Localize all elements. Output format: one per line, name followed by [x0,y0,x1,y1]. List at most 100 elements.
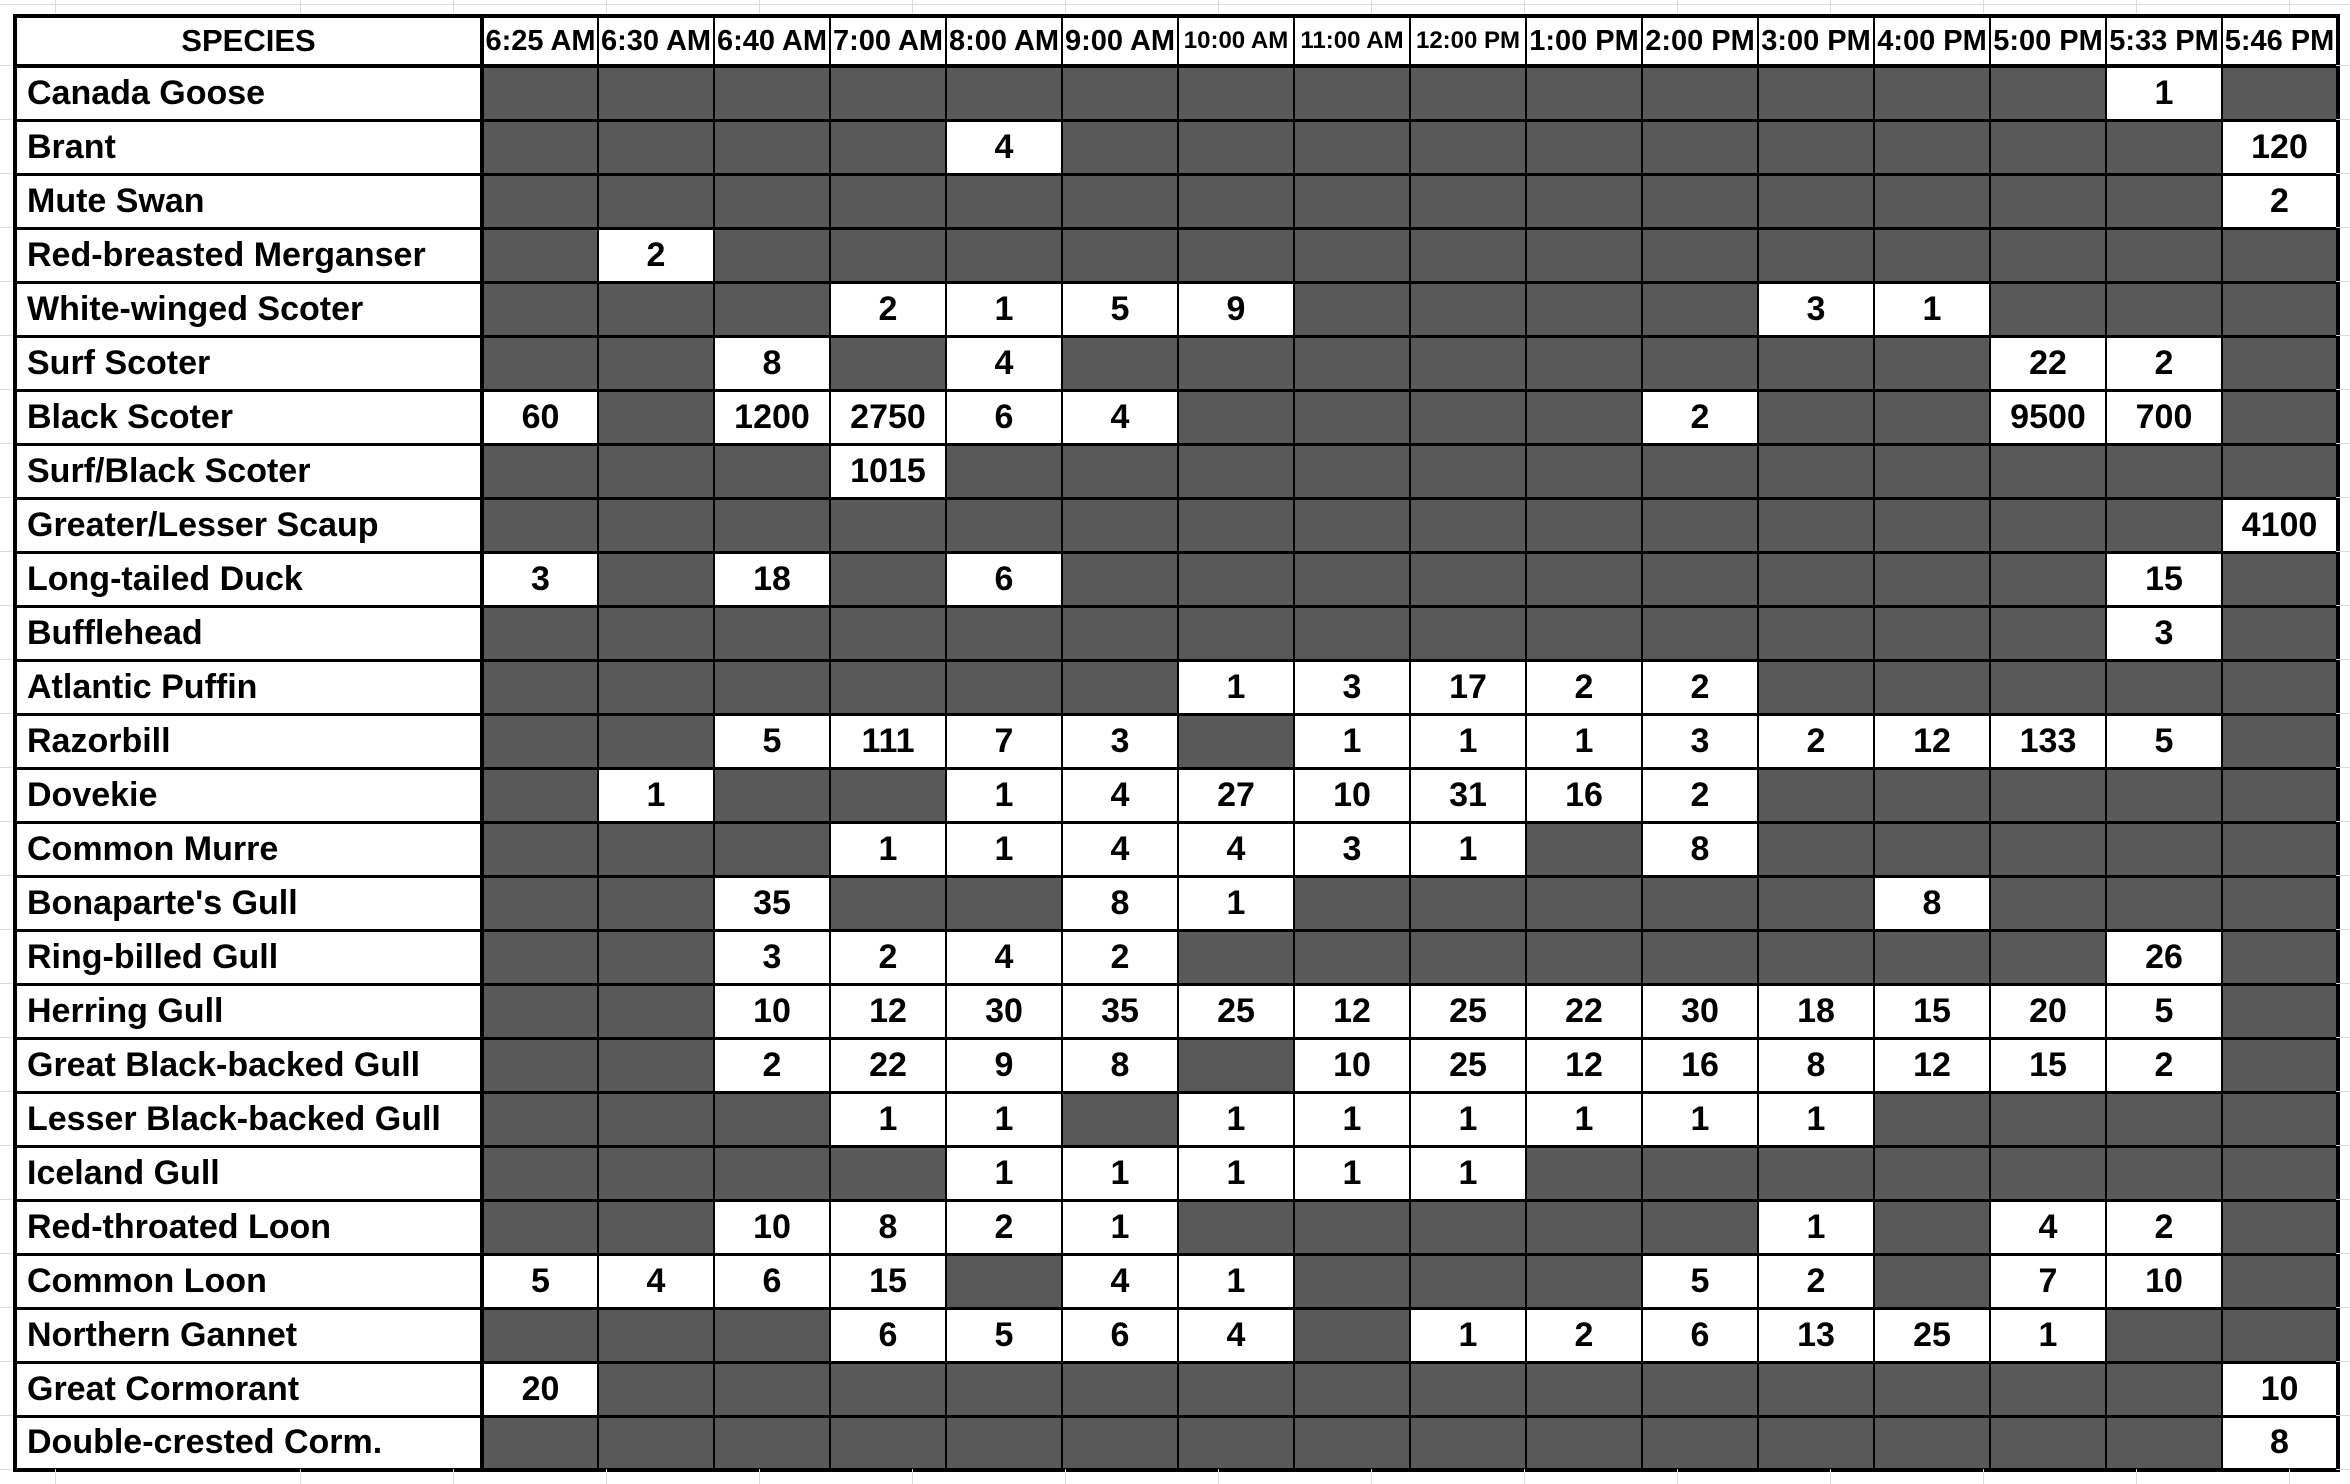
empty-cell[interactable] [1641,442,1759,500]
time-column-header[interactable]: 6:30 AM [597,14,715,68]
time-column-header[interactable]: 11:00 AM [1293,14,1411,68]
empty-cell[interactable] [829,658,947,716]
count-cell[interactable]: 1 [1177,1090,1295,1148]
empty-cell[interactable] [713,1144,831,1202]
empty-cell[interactable] [1525,226,1643,284]
count-cell[interactable]: 1 [1177,874,1295,932]
count-cell[interactable]: 8 [2221,1414,2339,1472]
count-cell[interactable]: 7 [945,712,1063,770]
empty-cell[interactable] [1061,442,1179,500]
empty-cell[interactable] [1525,172,1643,230]
empty-cell[interactable] [1409,442,1527,500]
empty-cell[interactable] [597,496,715,554]
count-cell[interactable]: 1 [1293,1144,1411,1202]
count-cell[interactable]: 4 [1061,766,1179,824]
count-cell[interactable]: 4 [1061,820,1179,878]
count-cell[interactable]: 2 [945,1198,1063,1256]
empty-cell[interactable] [1873,1252,1991,1310]
empty-cell[interactable] [1061,1090,1179,1148]
empty-cell[interactable] [1293,118,1411,176]
count-cell[interactable]: 10 [2105,1252,2223,1310]
time-column-header[interactable]: 6:40 AM [713,14,831,68]
empty-cell[interactable] [2105,118,2223,176]
empty-cell[interactable] [481,658,599,716]
empty-cell[interactable] [2105,1306,2223,1364]
count-cell[interactable]: 5 [1641,1252,1759,1310]
count-cell[interactable]: 6 [1061,1306,1179,1364]
count-cell[interactable]: 6 [1641,1306,1759,1364]
empty-cell[interactable] [1989,658,2107,716]
count-cell[interactable]: 4 [1061,388,1179,446]
count-cell[interactable]: 26 [2105,928,2223,986]
count-cell[interactable]: 1015 [829,442,947,500]
empty-cell[interactable] [1177,550,1295,608]
count-cell[interactable]: 30 [945,982,1063,1040]
empty-cell[interactable] [945,1360,1063,1418]
count-cell[interactable]: 6 [945,388,1063,446]
count-cell[interactable]: 10 [1293,766,1411,824]
empty-cell[interactable] [1641,604,1759,662]
empty-cell[interactable] [1641,1360,1759,1418]
empty-cell[interactable] [597,820,715,878]
empty-cell[interactable] [829,1414,947,1472]
time-column-header[interactable]: 5:46 PM [2221,14,2339,68]
species-name-cell[interactable]: Surf/Black Scoter [14,442,484,500]
empty-cell[interactable] [1177,118,1295,176]
count-cell[interactable]: 35 [1061,982,1179,1040]
count-cell[interactable]: 3 [713,928,831,986]
time-column-header[interactable]: 5:33 PM [2105,14,2223,68]
empty-cell[interactable] [713,226,831,284]
count-cell[interactable]: 6 [829,1306,947,1364]
empty-cell[interactable] [1757,442,1875,500]
count-cell[interactable]: 16 [1641,1036,1759,1094]
empty-cell[interactable] [2221,766,2339,824]
count-cell[interactable]: 2 [2105,1198,2223,1256]
empty-cell[interactable] [597,1198,715,1256]
empty-cell[interactable] [2221,874,2339,932]
count-cell[interactable]: 15 [829,1252,947,1310]
empty-cell[interactable] [2221,550,2339,608]
species-name-cell[interactable]: Razorbill [14,712,484,770]
empty-cell[interactable] [1989,1144,2107,1202]
count-cell[interactable]: 1 [945,820,1063,878]
empty-cell[interactable] [1061,172,1179,230]
count-cell[interactable]: 15 [1989,1036,2107,1094]
empty-cell[interactable] [597,550,715,608]
count-cell[interactable]: 31 [1409,766,1527,824]
empty-cell[interactable] [2221,712,2339,770]
count-cell[interactable]: 1 [1177,1144,1295,1202]
empty-cell[interactable] [597,928,715,986]
count-cell[interactable]: 2 [1525,658,1643,716]
empty-cell[interactable] [597,280,715,338]
count-cell[interactable]: 1 [1177,1252,1295,1310]
empty-cell[interactable] [1757,226,1875,284]
empty-cell[interactable] [1409,1198,1527,1256]
species-name-cell[interactable]: Long-tailed Duck [14,550,484,608]
empty-cell[interactable] [481,982,599,1040]
empty-cell[interactable] [2221,1090,2339,1148]
empty-cell[interactable] [1757,928,1875,986]
empty-cell[interactable] [2221,1144,2339,1202]
count-cell[interactable]: 1 [1525,712,1643,770]
empty-cell[interactable] [1989,496,2107,554]
empty-cell[interactable] [1873,550,1991,608]
time-column-header[interactable]: 12:00 PM [1409,14,1527,68]
count-cell[interactable]: 2 [713,1036,831,1094]
empty-cell[interactable] [1757,604,1875,662]
empty-cell[interactable] [1409,118,1527,176]
count-cell[interactable]: 5 [945,1306,1063,1364]
species-name-cell[interactable]: Great Cormorant [14,1360,484,1418]
count-cell[interactable]: 1 [597,766,715,824]
count-cell[interactable]: 2 [1641,658,1759,716]
empty-cell[interactable] [1525,280,1643,338]
empty-cell[interactable] [1873,658,1991,716]
empty-cell[interactable] [1177,64,1295,122]
empty-cell[interactable] [2105,496,2223,554]
time-column-header[interactable]: 7:00 AM [829,14,947,68]
count-cell[interactable]: 1 [1757,1090,1875,1148]
empty-cell[interactable] [481,1414,599,1472]
empty-cell[interactable] [829,496,947,554]
count-cell[interactable]: 1 [1177,658,1295,716]
count-cell[interactable]: 8 [1757,1036,1875,1094]
count-cell[interactable]: 5 [2105,712,2223,770]
